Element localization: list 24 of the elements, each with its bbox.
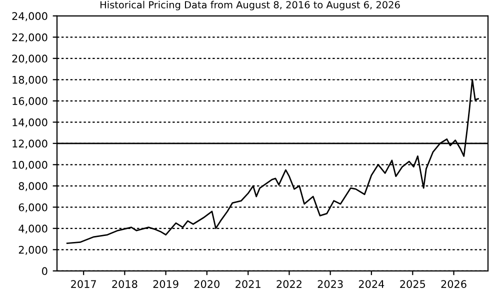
y-tick-label: 22,000 (12, 33, 48, 42)
y-tick-label: 24,000 (12, 12, 48, 22)
y-tick-label: 20,000 (12, 54, 48, 64)
x-tick-label: 2019 (153, 280, 178, 288)
chart-title: Historical Pricing Data from August 8, 2016 to August 6, 2026 (100, 0, 400, 10)
x-tick-label: 2026 (441, 280, 466, 288)
x-tick-label: 2020 (194, 280, 220, 288)
y-tick-label: 0 (42, 267, 48, 276)
x-tick-label: 2018 (112, 280, 138, 288)
y-tick-label: 4,000 (18, 224, 48, 234)
x-tick-label: 2017 (71, 280, 96, 288)
y-tick-label: 16,000 (12, 97, 48, 106)
x-tick-label: 2021 (236, 280, 260, 288)
y-tick-label: 8,000 (18, 182, 48, 192)
y-tick-label: 14,000 (12, 118, 48, 128)
x-tick-label: 2025 (400, 280, 425, 288)
y-tick-label: 10,000 (12, 160, 48, 170)
y-tick-label: 18,000 (12, 76, 48, 85)
y-tick-label: 6,000 (18, 203, 48, 212)
x-tick-label: 2023 (318, 280, 343, 288)
x-tick-label: 2024 (358, 280, 384, 288)
y-tick-label: 2,000 (18, 246, 48, 255)
x-tick-label: 2022 (276, 280, 302, 288)
y-tick-label: 12,000 (12, 140, 48, 149)
